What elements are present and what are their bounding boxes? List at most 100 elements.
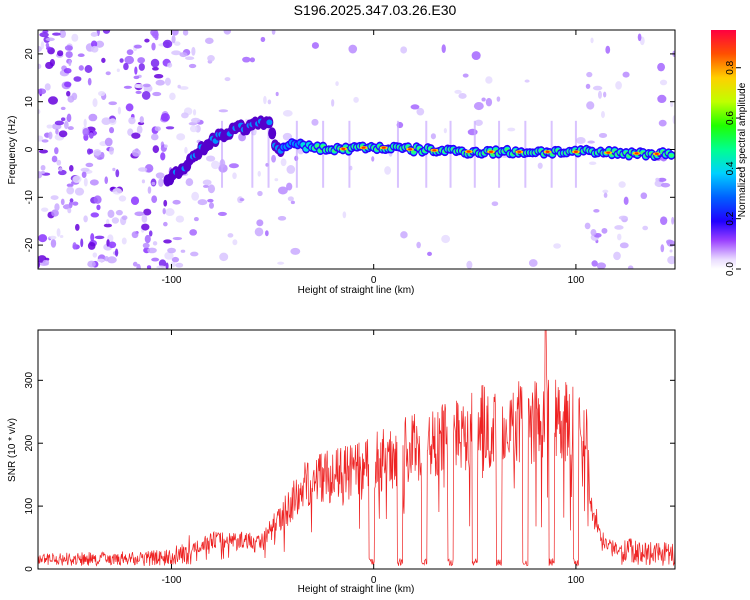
spectrogram-ridge	[163, 115, 675, 187]
spectrogram-noise-blob	[282, 132, 293, 141]
spectrogram-noise-blob	[83, 177, 88, 187]
spectrogram-noise-blob	[105, 71, 111, 76]
colorbar	[711, 30, 736, 269]
spectrogram-noise-blob	[669, 249, 673, 253]
snr-plot-area	[38, 330, 675, 569]
snr-x-label: Height of straight line (km)	[298, 584, 415, 595]
spectrogram-noise-blob	[78, 65, 84, 71]
spectrogram-noise-blob	[90, 31, 98, 37]
spectrogram-noise-blob	[485, 97, 493, 107]
spectrogram-noise-blob	[137, 57, 146, 64]
spectrogram-noise-blob	[74, 187, 85, 196]
spectrogram-noise-blob	[507, 127, 516, 132]
figure-title: S196.2025.347.03.26.E30	[294, 2, 457, 18]
spectrogram-noise-blob	[57, 169, 67, 176]
spectrogram-noise-blob	[142, 242, 150, 249]
spectrogram-noise-blob	[353, 96, 359, 103]
ridge-mid	[266, 119, 273, 126]
spectrogram-noise-blob	[614, 225, 624, 230]
ridge-peak-core	[361, 146, 366, 149]
spectrogram-noise-blob	[232, 239, 238, 246]
spectrogram-noise-blob	[217, 211, 227, 216]
spectrogram-noise-blob	[416, 107, 425, 116]
spectrogram-noise-blob	[160, 152, 166, 161]
spectrogram-noise-blob	[150, 58, 160, 68]
spectrogram-noise-blob	[430, 133, 436, 140]
spectrogram-noise-blob	[42, 259, 50, 266]
spectrogram-y-axis: -20 -10 0 10 20	[24, 48, 675, 252]
spectrogram-noise-blob	[67, 95, 75, 103]
spectrogram-noise-blob	[148, 230, 153, 237]
spectrogram-noise-blob	[144, 234, 151, 244]
spectrogram-noise-blob	[271, 30, 276, 35]
spectrogram-noise-blob	[207, 55, 215, 62]
spectrogram-noise-blob	[474, 119, 483, 126]
spectrogram-noise-blob	[64, 45, 73, 51]
spectrogram-noise-blob	[126, 49, 134, 56]
spectrogram-noise-blob	[242, 56, 251, 63]
spectrogram-noise-blob	[102, 30, 111, 34]
spectrogram-noise-blob	[107, 209, 115, 218]
spectrogram-noise-blob	[54, 147, 59, 155]
spectrogram-noise-blob	[162, 39, 173, 49]
snr-x-tick-label: 0	[371, 575, 377, 586]
spectrogram-noise-blob	[92, 98, 98, 108]
spectrogram-noise-blob	[152, 145, 160, 154]
spectrogram-noise-blob	[584, 222, 591, 230]
spectrogram-noise-blob	[672, 115, 675, 124]
spectrogram-noise-blob	[104, 137, 113, 147]
spectrogram-noise-blob	[44, 83, 51, 91]
spectrogram-noise-blob	[207, 198, 214, 203]
spectrogram-noise-blob	[615, 81, 622, 90]
spectrogram-noise-blob	[410, 104, 420, 110]
spectrogram-noise-blob	[211, 160, 220, 170]
spectrogram-noise-blob	[83, 215, 88, 223]
spectrogram-noise-blob	[87, 241, 96, 250]
spectrogram-y-label: Frequency (Hz)	[7, 116, 18, 185]
spectrogram-noise-blob	[60, 198, 65, 206]
spectrogram-noise-blob	[108, 241, 117, 249]
spectrogram-noise-blob	[152, 241, 158, 246]
snr-y-tick-label: 300	[24, 372, 35, 389]
spectrogram-noise-blob	[40, 170, 46, 175]
spectrogram-noise-blob	[188, 63, 197, 69]
spectrogram-noise-blob	[133, 44, 142, 49]
spectrogram-noise-blob	[443, 127, 447, 134]
spectrogram-noise-blob	[471, 51, 481, 61]
spectrogram-streak	[396, 120, 399, 188]
spectrogram-noise-blob	[257, 170, 261, 177]
spectrogram-streak	[267, 120, 270, 188]
spectrogram-noise-blob	[202, 184, 210, 188]
spectrogram-noise-blob	[111, 217, 120, 224]
spectrogram-noise-blob	[146, 265, 152, 269]
spectrogram-noise-blob	[660, 216, 668, 225]
spectrogram-noise-blob	[473, 102, 484, 111]
spectrogram-noise-blob	[158, 259, 167, 268]
spectrogram-noise-blob	[116, 68, 120, 73]
ridge-peak-core	[517, 150, 522, 153]
spectrogram-noise-blob	[206, 155, 216, 162]
spectrogram-noise-blob	[670, 101, 674, 108]
snr-y-tick-label: 200	[24, 434, 35, 451]
ridge-peak-core	[654, 152, 659, 155]
spectrogram-noise-blob	[144, 164, 154, 173]
spectrogram-noise-blob	[121, 215, 128, 221]
spectrogram-noise-blob	[660, 244, 665, 253]
spectrogram-noise-blob	[141, 90, 151, 100]
spectrogram-noise-blob	[441, 44, 446, 54]
spectrogram-noise-blob	[45, 42, 50, 48]
spectrogram-noise-blob	[151, 257, 160, 262]
spectrogram-noise-blob	[72, 242, 77, 250]
snr-y-label: SNR (10 * v/v)	[7, 418, 18, 482]
spectrogram-y-tick-label: -10	[24, 190, 35, 205]
spectrogram-noise-blob	[151, 181, 156, 186]
spectrogram-noise-blob	[90, 45, 99, 53]
spectrogram-noise-blob	[267, 99, 272, 105]
spectrogram-noise-blob	[77, 53, 85, 58]
spectrogram-noise-blob	[171, 50, 182, 56]
spectrogram-noise-blob	[106, 256, 117, 264]
spectrogram-noise-blob	[38, 149, 49, 154]
spectrogram-noise-blob	[263, 95, 267, 105]
spectrogram-noise-blob	[658, 119, 667, 127]
spectrogram-noise-blob	[169, 92, 176, 101]
